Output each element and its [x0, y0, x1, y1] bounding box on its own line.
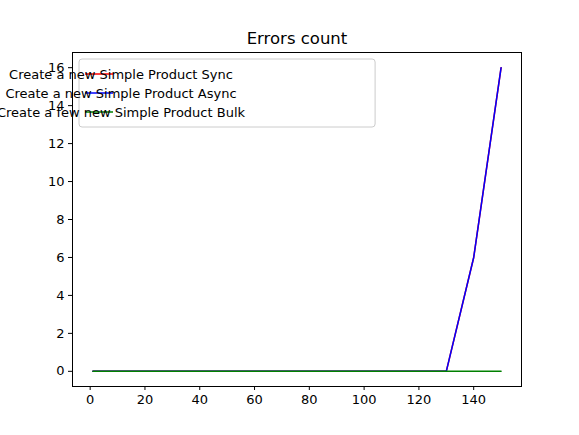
svg-text:80: 80 — [301, 392, 318, 407]
svg-text:Create a new Simple Product As: Create a new Simple Product Async — [5, 86, 236, 101]
svg-text:8: 8 — [56, 212, 64, 227]
svg-text:40: 40 — [191, 392, 208, 407]
svg-text:20: 20 — [137, 392, 154, 407]
svg-text:Create a few new Simple Produc: Create a few new Simple Product Bulk — [0, 105, 246, 120]
svg-text:140: 140 — [461, 392, 486, 407]
svg-text:12: 12 — [48, 136, 65, 151]
svg-text:0: 0 — [86, 392, 94, 407]
svg-text:Errors count: Errors count — [247, 29, 348, 48]
svg-text:120: 120 — [406, 392, 431, 407]
svg-text:0: 0 — [56, 363, 64, 378]
svg-text:4: 4 — [56, 288, 64, 303]
svg-text:60: 60 — [246, 392, 263, 407]
svg-text:100: 100 — [352, 392, 377, 407]
svg-text:10: 10 — [48, 174, 65, 189]
svg-text:6: 6 — [56, 250, 64, 265]
svg-text:2: 2 — [56, 326, 64, 341]
svg-text:Create a new Simple Product Sy: Create a new Simple Product Sync — [9, 67, 233, 82]
